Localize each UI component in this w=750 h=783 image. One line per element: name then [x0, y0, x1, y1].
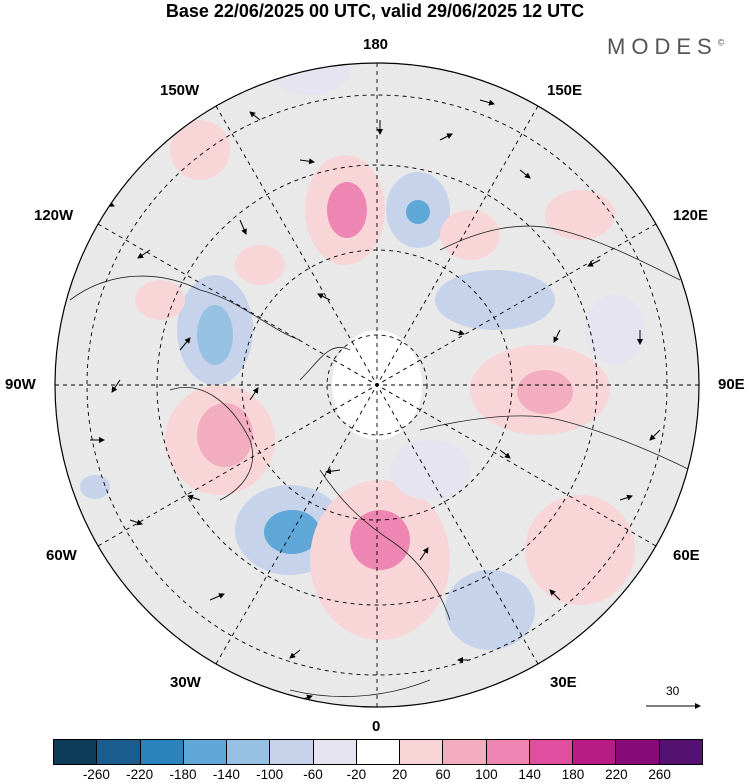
vector-field: [90, 99, 661, 701]
colorbar-tick-label: 60: [435, 767, 451, 782]
brand-logo: MODES©: [607, 34, 724, 60]
colorbar-swatch: [486, 740, 530, 764]
lon-label-90e: 90E: [718, 376, 745, 393]
lon-label-60w: 60W: [46, 547, 77, 564]
colorbar-tick-label: 180: [561, 767, 585, 782]
colorbar-tick-label: -220: [126, 767, 154, 782]
anomaly-shading: [80, 63, 645, 650]
map-title: Base 22/06/2025 00 UTC, valid 29/06/2025…: [165, 1, 585, 21]
colorbar-swatch: [140, 740, 184, 764]
colorbar-tick-label: -140: [212, 767, 240, 782]
colorbar-tick-label: -260: [82, 767, 110, 782]
lon-label-180: 180: [363, 36, 389, 53]
colorbar-tick-label: 260: [648, 767, 671, 782]
colorbar-tick-label: 220: [605, 767, 628, 782]
lon-label-0: 0: [372, 718, 381, 735]
lon-label-120e: 120E: [673, 207, 709, 224]
colorbar-tick-label: 20: [392, 767, 408, 782]
colorbar-swatch: [54, 740, 98, 764]
graticule: [55, 63, 699, 707]
lon-label-150w: 150W: [160, 82, 200, 99]
colorbar-tick-label: -180: [169, 767, 197, 782]
colorbar-tick-label: 140: [518, 767, 541, 782]
colorbar-swatch: [659, 740, 702, 764]
colorbar-swatch: [270, 740, 314, 764]
colorbar-swatch: [183, 740, 228, 764]
map-boundary: [54, 62, 700, 708]
colorbar-swatch: [616, 740, 660, 764]
colorbar-swatch: [529, 740, 574, 764]
brand-text: MODES: [607, 34, 718, 59]
colorbar-tick-label: 100: [475, 767, 498, 782]
brand-mark: ©: [717, 37, 725, 48]
lon-label-60e: 60E: [673, 547, 700, 564]
colorbar-swatch: [227, 740, 271, 764]
colorbar-swatch: [573, 740, 617, 764]
lon-label-120w: 120W: [34, 207, 74, 224]
colorbar-swatch: [443, 740, 487, 764]
colorbar-tick-label: -100: [256, 767, 284, 782]
vector-scale-label: 30: [666, 684, 680, 698]
colorbar-swatch: [400, 740, 444, 764]
colorbar-swatch: [313, 740, 357, 764]
colorbar-tick-label: -60: [303, 767, 323, 782]
colorbar: [53, 739, 703, 765]
colorbar-swatch: [356, 740, 401, 764]
colorbar-swatch: [97, 740, 141, 764]
lon-label-90w: 90W: [5, 376, 36, 393]
lon-label-30e: 30E: [550, 674, 577, 691]
colorbar-tick-label: -20: [346, 767, 367, 782]
lon-label-150e: 150E: [547, 82, 583, 99]
lon-label-30w: 30W: [170, 674, 201, 691]
